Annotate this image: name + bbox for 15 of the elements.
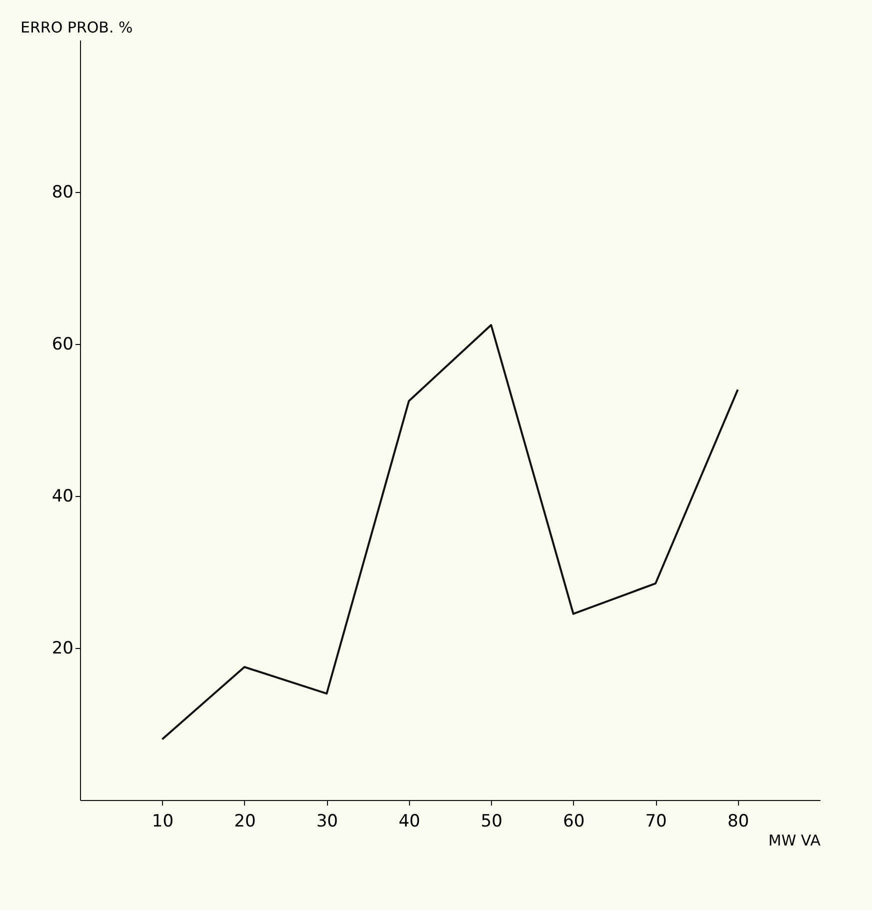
- line-series: [161, 324, 739, 740]
- x-axis-title: MW VA: [768, 832, 822, 850]
- y-axis-title: ERRO PROB. %: [20, 18, 133, 36]
- x-tick-label: 50: [480, 812, 502, 832]
- x-tick-label: 80: [727, 812, 750, 832]
- x-tick-label: 10: [152, 812, 174, 832]
- y-tick-label: 80: [52, 182, 74, 202]
- y-tick-label: 40: [52, 486, 74, 506]
- x-tick-label: 20: [234, 812, 256, 832]
- x-tick-label: 40: [398, 812, 420, 832]
- y-tick-label: 60: [52, 334, 74, 354]
- x-tick-label: 60: [563, 812, 585, 832]
- y-tick-label: 20: [52, 638, 74, 658]
- x-tick-label: 70: [645, 812, 667, 832]
- x-tick-label: 30: [316, 812, 338, 832]
